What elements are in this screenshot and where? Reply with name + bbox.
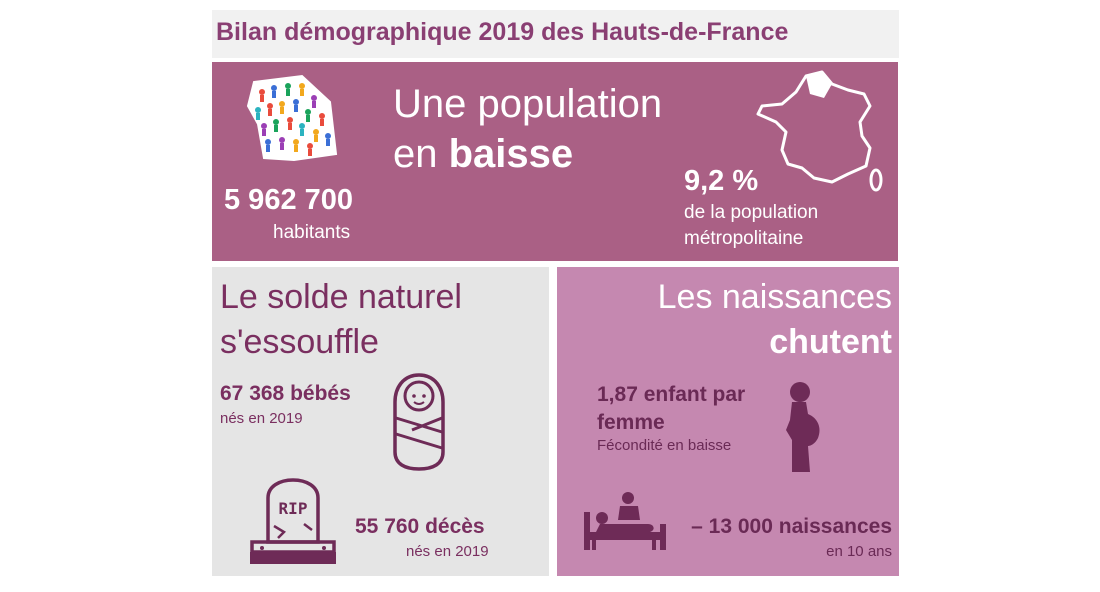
headline-bold: baisse (448, 132, 574, 176)
birth-bed-icon (584, 492, 666, 550)
deaths-label: nés en 2019 (406, 543, 489, 560)
headline-prefix: en (393, 132, 449, 176)
population-value: 5 962 700 (224, 184, 354, 216)
france-map-icon (756, 70, 883, 192)
births-value: 67 368 bébés (220, 382, 351, 405)
population-label: habitants (273, 222, 351, 243)
share-label-line1: de la population (684, 202, 819, 223)
headline-line2: en baisse (393, 132, 573, 177)
share-value: 9,2 % (684, 165, 759, 197)
left-heading-line2: s'essouffle (220, 323, 379, 361)
right-heading-line1: Les naissances (657, 278, 892, 316)
crowd-map-icon (246, 74, 338, 162)
page-title: Bilan démographique 2019 des Hauts-de-Fr… (216, 18, 789, 46)
headline-line1: Une population (393, 82, 663, 126)
tombstone-icon: RIP (250, 478, 336, 564)
share-label-line2: métropolitaine (684, 228, 804, 249)
pregnant-woman-icon (786, 382, 820, 472)
deaths-value: 55 760 décès (355, 515, 485, 538)
decline-label: en 10 ans (826, 543, 892, 560)
fertility-value-line1: 1,87 enfant par (597, 383, 746, 406)
births-label: nés en 2019 (220, 410, 303, 427)
baby-icon (393, 373, 445, 471)
population-panel (212, 62, 898, 261)
title-bar (212, 10, 899, 58)
right-heading-line2: chutent (769, 323, 892, 361)
tombstone-text: RIP (279, 499, 308, 518)
fertility-label: Fécondité en baisse (597, 437, 732, 454)
decline-value: – 13 000 naissances (691, 515, 892, 538)
left-heading-line1: Le solde naturel (220, 278, 462, 316)
fertility-value-line2: femme (597, 411, 665, 434)
